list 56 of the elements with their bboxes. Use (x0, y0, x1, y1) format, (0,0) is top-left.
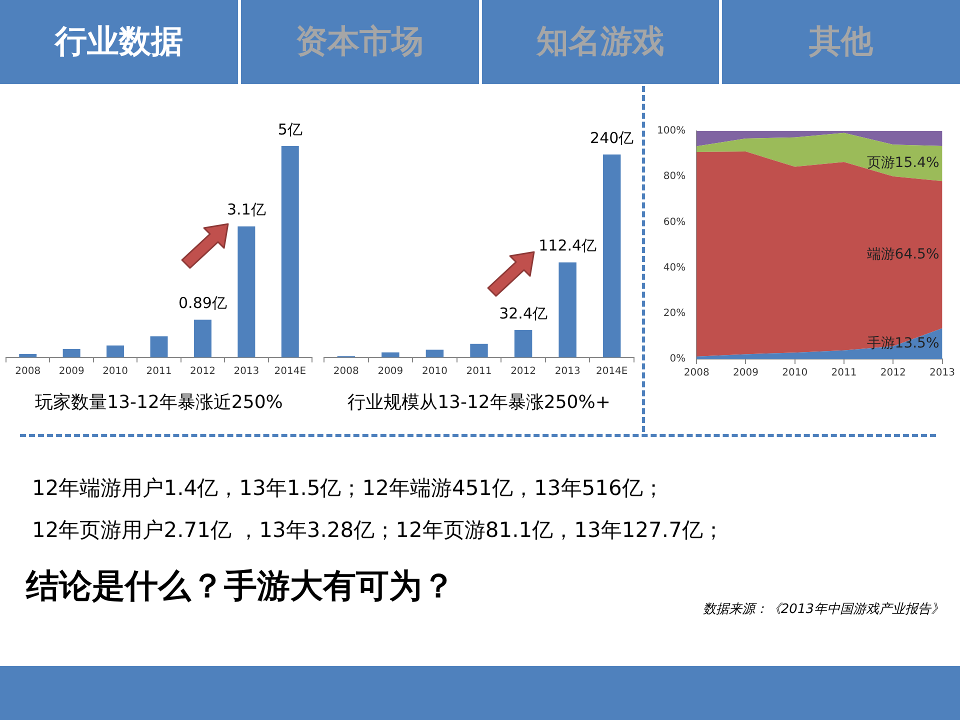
source-note: 数据来源：《2013年中国游戏产业报告》 (702, 601, 944, 618)
data-label: 3.1亿 (227, 200, 266, 219)
x-tick-label: 2008 (333, 366, 359, 377)
text: 知名游戏 (482, 0, 720, 84)
bar (426, 350, 444, 358)
x-axis-title: 玩家数量13-12年暴涨近250% (35, 392, 283, 413)
x-tick-label: 2010 (422, 366, 448, 377)
data-label: 32.4亿 (499, 304, 548, 322)
y-tick-label: 100% (656, 126, 686, 137)
text: 行业数据 (0, 0, 238, 84)
y-tick-label: 40% (663, 262, 686, 274)
x-tick-label: 2009 (733, 368, 758, 379)
data-label: 0.89亿 (178, 294, 227, 312)
x-tick-label: 2009 (378, 366, 404, 377)
bar (558, 262, 576, 358)
data-label: 240亿 (590, 128, 634, 147)
y-tick-label: 60% (663, 216, 686, 228)
bar (238, 226, 256, 358)
series-label: 端游64.5% (866, 246, 940, 262)
x-tick-label: 2012 (510, 366, 536, 377)
x-tick-label: 2011 (831, 368, 857, 379)
x-tick-label: 2014E (596, 366, 628, 377)
x-tick-label: 2008 (684, 368, 710, 379)
bar (106, 346, 124, 358)
bar (194, 320, 212, 358)
text: 结论是什么？手游大有可为？ (26, 565, 455, 607)
text: 12年端游用户1.4亿，13年1.5亿；12年端游451亿，13年516亿； (32, 475, 664, 502)
bar (514, 330, 532, 358)
x-tick-label: 2013 (234, 366, 260, 377)
data-label: 5亿 (278, 120, 302, 138)
x-tick-label: 2010 (782, 368, 808, 379)
bar (470, 344, 488, 358)
data-label: 112.4亿 (538, 236, 597, 255)
y-tick-label: 20% (663, 308, 686, 319)
bar (603, 154, 621, 358)
x-tick-label: 2013 (554, 366, 580, 377)
bar (382, 352, 400, 358)
bar (62, 348, 80, 358)
x-tick-label: 2011 (466, 366, 492, 377)
x-tick-label: 2013 (930, 368, 955, 379)
x-tick-label: 2008 (15, 366, 41, 377)
series-label: 页游15.4% (866, 155, 940, 172)
x-axis-title: 行业规模从13-12年暴涨250%+ (348, 392, 610, 413)
text: 其他 (722, 0, 960, 84)
bar (150, 336, 168, 358)
x-tick-label: 2009 (58, 366, 84, 377)
y-tick-label: 0% (670, 354, 686, 365)
x-tick-label: 2010 (102, 366, 128, 377)
bar (281, 146, 299, 358)
x-tick-label: 2011 (146, 366, 172, 377)
x-tick-label: 2012 (880, 368, 906, 379)
text: 12年页游用户2.71亿 ，13年3.28亿；12年页游81.1亿，13年127.7亿； (32, 517, 724, 544)
x-tick-label: 2014E (274, 366, 306, 377)
x-tick-label: 2012 (190, 366, 216, 377)
y-tick-label: 80% (663, 171, 686, 182)
text: 资本市场 (240, 0, 478, 84)
